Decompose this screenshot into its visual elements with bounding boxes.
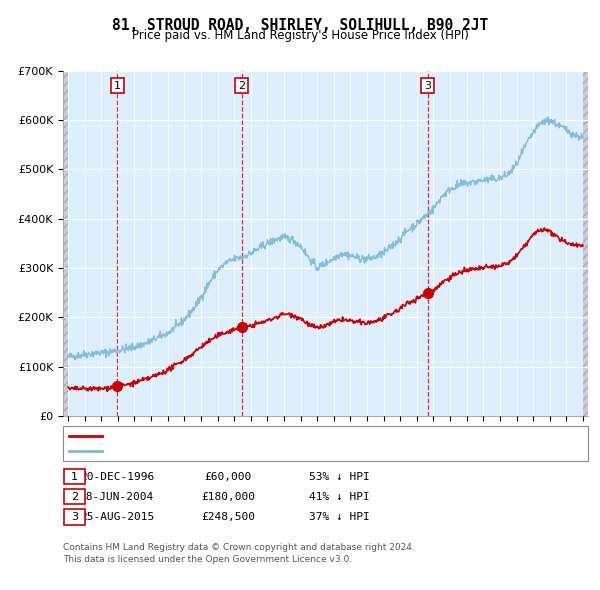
Text: Contains HM Land Registry data © Crown copyright and database right 2024.: Contains HM Land Registry data © Crown c…	[63, 543, 415, 552]
Text: 81, STROUD ROAD, SHIRLEY, SOLIHULL, B90 2JT: 81, STROUD ROAD, SHIRLEY, SOLIHULL, B90 …	[112, 18, 488, 32]
Text: 81, STROUD ROAD, SHIRLEY, SOLIHULL, B90 2JT (detached house): 81, STROUD ROAD, SHIRLEY, SOLIHULL, B90 …	[108, 431, 453, 441]
Text: 3: 3	[424, 81, 431, 91]
Text: £248,500: £248,500	[201, 512, 255, 522]
Text: 20-DEC-1996: 20-DEC-1996	[80, 472, 154, 481]
Text: 37% ↓ HPI: 37% ↓ HPI	[308, 512, 370, 522]
Text: 1: 1	[71, 472, 78, 481]
Text: 3: 3	[71, 512, 78, 522]
Text: £60,000: £60,000	[205, 472, 251, 481]
Text: 41% ↓ HPI: 41% ↓ HPI	[308, 492, 370, 502]
Text: HPI: Average price, detached house, Solihull: HPI: Average price, detached house, Soli…	[108, 447, 339, 457]
Text: £180,000: £180,000	[201, 492, 255, 502]
Text: 1: 1	[114, 81, 121, 91]
Text: Price paid vs. HM Land Registry's House Price Index (HPI): Price paid vs. HM Land Registry's House …	[131, 30, 469, 42]
Text: 53% ↓ HPI: 53% ↓ HPI	[308, 472, 370, 481]
Text: 2: 2	[238, 81, 245, 91]
Text: 2: 2	[71, 492, 78, 502]
Text: 18-JUN-2004: 18-JUN-2004	[80, 492, 154, 502]
Bar	[583, 71, 588, 416]
Bar	[63, 71, 68, 416]
Text: This data is licensed under the Open Government Licence v3.0.: This data is licensed under the Open Gov…	[63, 555, 352, 564]
Text: 25-AUG-2015: 25-AUG-2015	[80, 512, 154, 522]
